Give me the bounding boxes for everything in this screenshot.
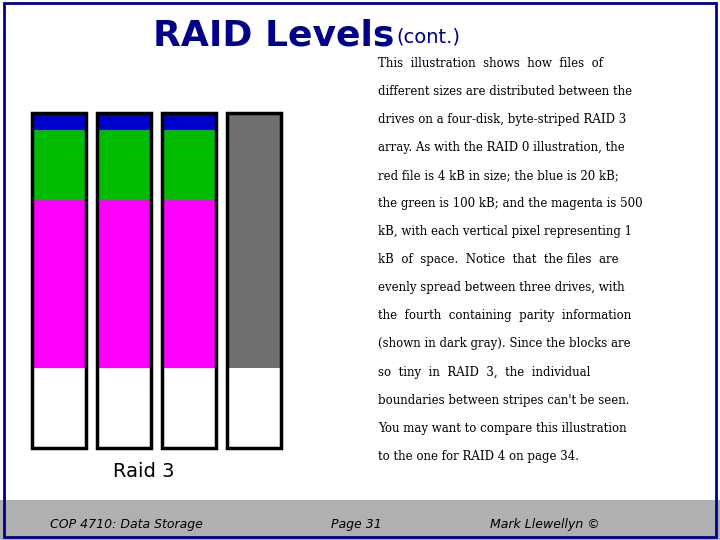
Bar — [32, 368, 86, 448]
Text: This  illustration  shows  how  files  of: This illustration shows how files of — [378, 57, 603, 70]
Text: evenly spread between three drives, with: evenly spread between three drives, with — [378, 281, 625, 294]
Text: red file is 4 kB in size; the blue is 20 kB;: red file is 4 kB in size; the blue is 20… — [378, 169, 619, 182]
Bar — [162, 113, 216, 448]
Bar — [227, 113, 281, 368]
Bar — [162, 113, 216, 130]
Text: Page 31: Page 31 — [331, 518, 382, 531]
Bar — [162, 368, 216, 448]
Bar — [162, 200, 216, 368]
Text: RAID Levels: RAID Levels — [153, 18, 395, 52]
Bar — [227, 113, 281, 448]
Bar — [97, 113, 151, 130]
Text: You may want to compare this illustration: You may want to compare this illustratio… — [378, 422, 626, 435]
Text: kB  of  space.  Notice  that  the files  are: kB of space. Notice that the files are — [378, 253, 618, 266]
Text: array. As with the RAID 0 illustration, the: array. As with the RAID 0 illustration, … — [378, 141, 625, 154]
Bar — [227, 113, 281, 448]
Text: boundaries between stripes can't be seen.: boundaries between stripes can't be seen… — [378, 394, 629, 407]
Bar — [32, 113, 86, 130]
Text: the green is 100 kB; and the magenta is 500: the green is 100 kB; and the magenta is … — [378, 197, 643, 210]
Text: the  fourth  containing  parity  information: the fourth containing parity information — [378, 309, 631, 322]
Bar — [227, 368, 281, 448]
Bar — [32, 113, 86, 448]
Bar — [162, 130, 216, 200]
Bar — [162, 113, 216, 448]
Text: COP 4710: Data Storage: COP 4710: Data Storage — [50, 518, 203, 531]
Bar — [32, 130, 86, 200]
Bar — [97, 200, 151, 368]
Bar — [0, 500, 720, 540]
Bar — [32, 200, 86, 368]
Text: Mark Llewellyn ©: Mark Llewellyn © — [490, 518, 599, 531]
Bar — [97, 113, 151, 448]
Text: to the one for RAID 4 on page 34.: to the one for RAID 4 on page 34. — [378, 450, 579, 463]
Bar — [97, 368, 151, 448]
Text: (cont.): (cont.) — [397, 27, 460, 46]
Text: different sizes are distributed between the: different sizes are distributed between … — [378, 85, 632, 98]
Text: kB, with each vertical pixel representing 1: kB, with each vertical pixel representin… — [378, 225, 632, 238]
Text: Raid 3: Raid 3 — [113, 462, 175, 481]
Text: so  tiny  in  RAID  3,  the  individual: so tiny in RAID 3, the individual — [378, 366, 590, 379]
Text: drives on a four-disk, byte-striped RAID 3: drives on a four-disk, byte-striped RAID… — [378, 113, 626, 126]
Bar — [97, 113, 151, 448]
Bar — [32, 113, 86, 448]
Text: (shown in dark gray). Since the blocks are: (shown in dark gray). Since the blocks a… — [378, 338, 631, 350]
Bar — [97, 130, 151, 200]
